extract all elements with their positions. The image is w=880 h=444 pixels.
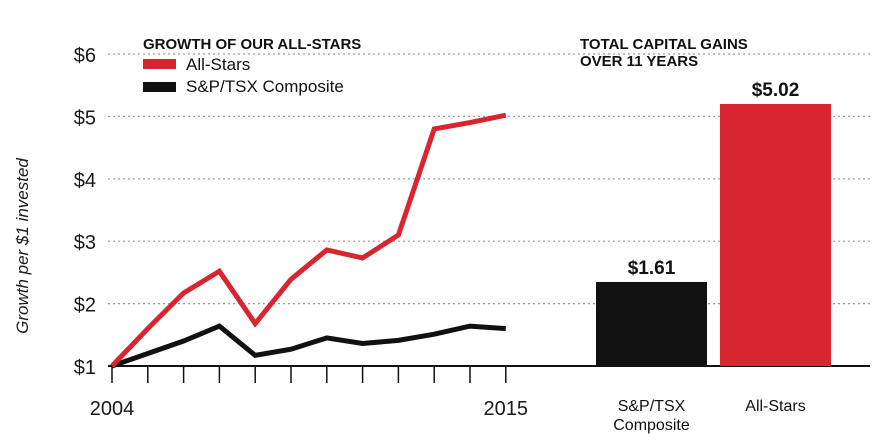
x-tick-label: 2015 bbox=[484, 398, 529, 420]
legend-swatch-tsx bbox=[143, 82, 176, 92]
y-axis-label: Growth per $1 invested bbox=[13, 158, 32, 334]
y-tick-label: $6 bbox=[74, 45, 96, 67]
bar-chart-title: TOTAL CAPITAL GAINS OVER 11 YEARS bbox=[580, 36, 748, 70]
y-tick-label: $1 bbox=[74, 357, 96, 379]
x-axis: 2004 2015 bbox=[90, 366, 528, 420]
legend-label-tsx: S&P/TSX Composite bbox=[186, 77, 344, 96]
y-tick-label: $4 bbox=[74, 170, 96, 192]
legend-swatch-all-stars bbox=[143, 59, 176, 69]
bar-category-label: S&P/TSX bbox=[618, 398, 686, 415]
capital-gains-bars: $1.61 S&P/TSX Composite $5.02 All-Stars bbox=[596, 80, 831, 434]
y-axis-ticks: $1 $2 $3 $4 $5 $6 bbox=[74, 45, 96, 379]
line-chart-title: GROWTH OF OUR ALL-STARS bbox=[143, 36, 361, 53]
bar-value-label: $5.02 bbox=[752, 80, 800, 101]
y-tick-label: $2 bbox=[74, 295, 96, 317]
growth-lines bbox=[110, 112, 507, 369]
bar-all-stars bbox=[720, 104, 831, 366]
bar-category-label: All-Stars bbox=[745, 398, 805, 415]
bar-title-line-2: OVER 11 YEARS bbox=[580, 53, 698, 70]
bar-category-label: Composite bbox=[613, 417, 690, 434]
y-tick-label: $5 bbox=[74, 107, 96, 129]
legend: GROWTH OF OUR ALL-STARS All-Stars S&P/TS… bbox=[143, 36, 361, 96]
bar-value-label: $1.61 bbox=[628, 258, 676, 279]
legend-label-all-stars: All-Stars bbox=[186, 55, 250, 74]
series-line-all-stars bbox=[110, 112, 507, 368]
y-tick-label: $3 bbox=[74, 232, 96, 254]
bar-title-line-1: TOTAL CAPITAL GAINS bbox=[580, 36, 748, 53]
x-tick-label: 2004 bbox=[90, 398, 135, 420]
series-line-tsx bbox=[111, 323, 506, 369]
bar-tsx bbox=[596, 281, 707, 366]
